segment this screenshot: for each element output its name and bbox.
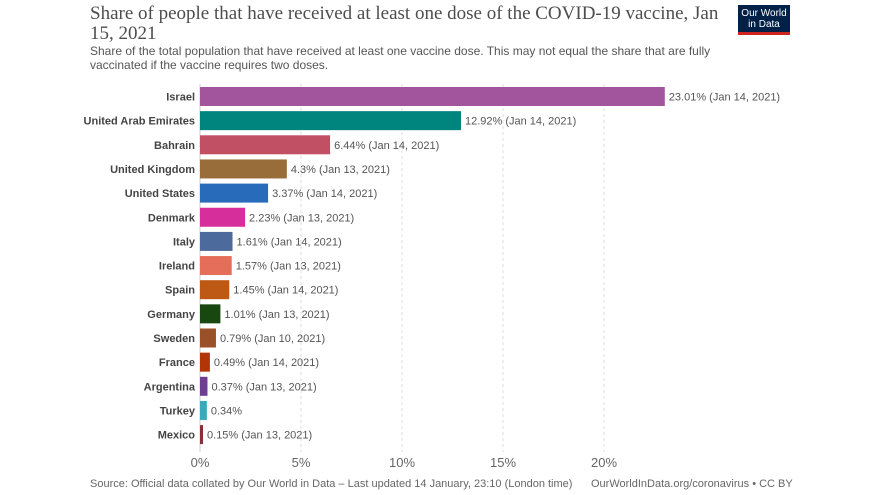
data-label: 4.3% (Jan 13, 2021) [291,164,390,176]
data-label: 0.49% (Jan 14, 2021) [214,357,319,369]
data-label: 0.34% [211,405,242,417]
data-label: 2.23% (Jan 13, 2021) [249,212,354,224]
bar [200,111,461,131]
x-tick-label: 10% [389,455,415,470]
bar [200,376,208,396]
category-label: Italy [173,236,196,248]
data-label: 3.37% (Jan 14, 2021) [272,188,377,200]
data-label: 1.57% (Jan 13, 2021) [236,261,341,273]
bar [200,231,233,251]
category-label: Israel [166,92,195,104]
bar [200,280,230,300]
x-tick-label: 5% [292,455,311,470]
category-label: Sweden [153,333,195,345]
bar [200,87,665,106]
data-label: 23.01% (Jan 14, 2021) [669,92,780,104]
data-label: 0.79% (Jan 10, 2021) [220,333,325,345]
data-label: 0.37% (Jan 13, 2021) [211,381,316,393]
logo-line-1: Our World [741,8,787,19]
x-tick-label: 0% [191,455,210,470]
bar [200,183,269,203]
bar [200,135,331,155]
category-label: Turkey [160,405,196,417]
category-label: Mexico [158,430,196,442]
source-link[interactable]: OurWorldInData.org/coronavirus • CC BY [591,478,793,490]
category-label: France [159,357,195,369]
logo-line-2: in Data [748,19,780,30]
owid-logo[interactable]: Our World in Data [738,5,790,35]
data-label: 6.44% (Jan 14, 2021) [334,140,439,152]
bar [200,256,232,276]
category-label: Germany [147,309,196,321]
chart-subtitle: Share of the total population that have … [90,44,711,72]
data-label: 1.01% (Jan 13, 2021) [224,309,329,321]
category-label: Denmark [148,212,196,224]
category-label: United Arab Emirates [84,116,195,128]
data-label: 0.15% (Jan 13, 2021) [207,430,312,442]
data-label: 1.61% (Jan 14, 2021) [237,236,342,248]
bar [200,328,216,348]
x-tick-label: 20% [591,455,617,470]
category-label: United States [125,188,195,200]
bar [200,400,207,420]
data-label: 12.92% (Jan 14, 2021) [465,116,576,128]
data-label: 1.45% (Jan 14, 2021) [233,285,338,297]
chart-title: Share of people that have received at le… [90,3,719,44]
bar [200,425,204,445]
category-label: Spain [165,285,195,297]
category-label: Ireland [159,261,195,273]
x-tick-label: 15% [490,455,516,470]
bar [200,304,221,324]
bar [200,352,210,372]
bar [200,207,246,227]
category-label: Argentina [144,381,196,393]
source-note: Source: Official data collated by Our Wo… [90,478,573,490]
bar [200,159,287,179]
category-label: United Kingdom [110,164,195,176]
category-label: Bahrain [154,140,195,152]
